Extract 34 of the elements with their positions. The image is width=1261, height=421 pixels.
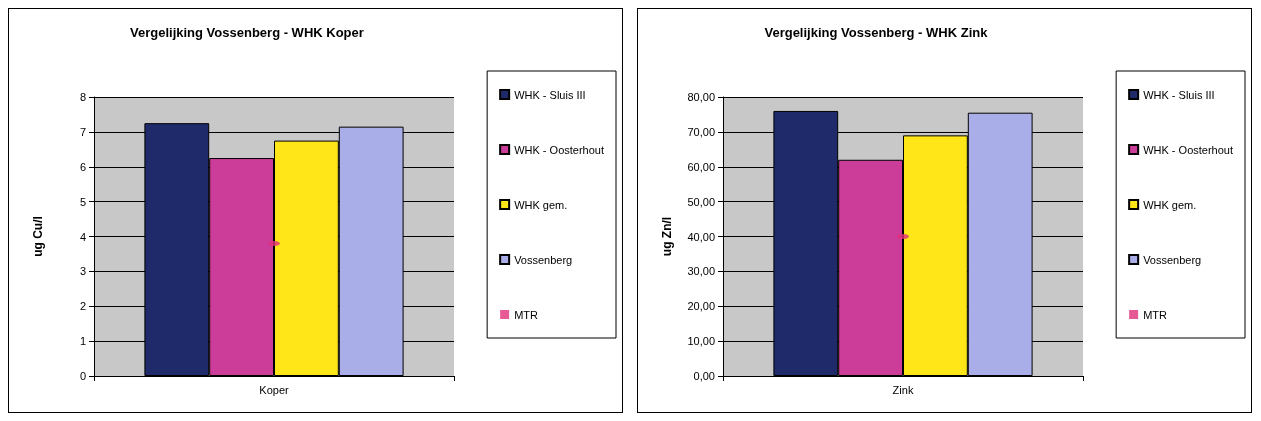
- legend-label: WHK gem.: [1143, 198, 1197, 211]
- y-tick-label: 6: [79, 160, 86, 173]
- y-tick-label: 80,00: [687, 91, 715, 103]
- y-tick-label: 10,00: [687, 335, 715, 348]
- y-tick-label: 4: [79, 230, 86, 243]
- legend-label: Vossenberg: [1143, 253, 1202, 266]
- chart-title: Vergelijking Vossenberg - WHK Koper: [130, 25, 364, 40]
- legend-label: WHK - Oosterhout: [1143, 143, 1233, 156]
- chart-title: Vergelijking Vossenberg - WHK Zink: [764, 25, 989, 40]
- y-axis-title: ug Cu/l: [31, 216, 45, 257]
- y-tick-label: 2: [79, 300, 86, 313]
- y-tick-label: 7: [79, 125, 86, 138]
- legend-label: MTR: [1143, 308, 1168, 321]
- y-tick-label: 30,00: [687, 265, 715, 278]
- y-tick-label: 70,00: [687, 125, 715, 138]
- y-axis-title: ug Zn/l: [660, 216, 674, 257]
- legend-label: WHK - Sluis III: [514, 88, 586, 101]
- y-tick-label: 5: [79, 195, 86, 208]
- y-tick-label: 60,00: [687, 160, 715, 173]
- y-tick-label: 0,00: [693, 370, 715, 382]
- y-tick-label: 8: [79, 91, 86, 103]
- x-tick-label: Zink: [892, 383, 914, 396]
- legend-label: WHK - Oosterhout: [514, 143, 604, 156]
- x-tick-label: Koper: [259, 383, 290, 396]
- legend-label: WHK gem.: [514, 198, 568, 211]
- y-tick-label: 3: [79, 265, 86, 278]
- legend-label: Vossenberg: [514, 253, 573, 266]
- legend-label: WHK - Sluis III: [1143, 88, 1215, 101]
- y-tick-label: 20,00: [687, 300, 715, 313]
- y-tick-label: 50,00: [687, 195, 715, 208]
- y-tick-label: 0: [79, 370, 86, 382]
- y-tick-label: 1: [79, 335, 86, 348]
- y-tick-label: 40,00: [687, 230, 715, 243]
- legend-label: MTR: [514, 308, 539, 321]
